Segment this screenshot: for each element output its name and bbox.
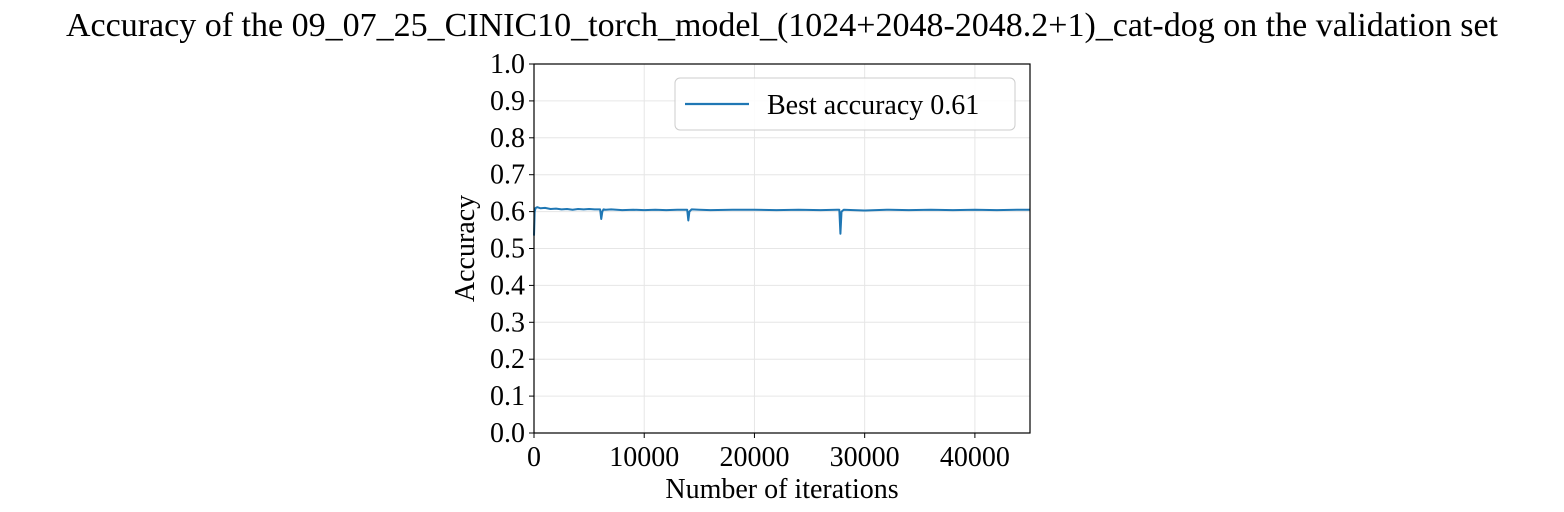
legend-box: [674, 77, 1016, 131]
y-tick-label: 0.0: [490, 418, 525, 449]
y-tick-label: 0.3: [490, 307, 525, 338]
y-tick-label: 0.2: [490, 344, 525, 375]
y-tick-label: 0.9: [490, 86, 525, 117]
y-tick-label: 0.6: [490, 197, 525, 228]
x-axis-label: Number of iterations: [665, 474, 898, 505]
series-line-0: [533, 206, 1030, 236]
y-tick-label: 0.8: [490, 123, 525, 154]
y-axis-label: Accuracy: [450, 195, 481, 302]
y-tick-label: 1.0: [490, 49, 525, 80]
legend-label: Best accuracy 0.61: [767, 90, 979, 121]
chart-title: Accuracy of the 09_07_25_CINIC10_torch_m…: [65, 7, 1499, 44]
x-tick-label: 20000: [719, 442, 789, 473]
y-tick-label: 0.5: [490, 234, 525, 265]
ticks: 0.0 0.1 0.2 0.3 0.4 0.5 0.6 0.7 0.8 0.9 1.0 0 10000 2…: [490, 49, 1010, 473]
legend: Best accuracy 0.61: [674, 77, 1016, 131]
y-tick-label: 0.1: [490, 381, 525, 412]
series-layer: [533, 206, 1030, 236]
x-tick-label: 30000: [830, 442, 900, 473]
x-tick-label: 10000: [609, 442, 679, 473]
y-tick-label: 0.4: [490, 270, 525, 301]
x-tick-label: 40000: [940, 442, 1010, 473]
x-tick-label: 0: [527, 442, 541, 473]
y-tick-label: 0.7: [490, 160, 525, 191]
